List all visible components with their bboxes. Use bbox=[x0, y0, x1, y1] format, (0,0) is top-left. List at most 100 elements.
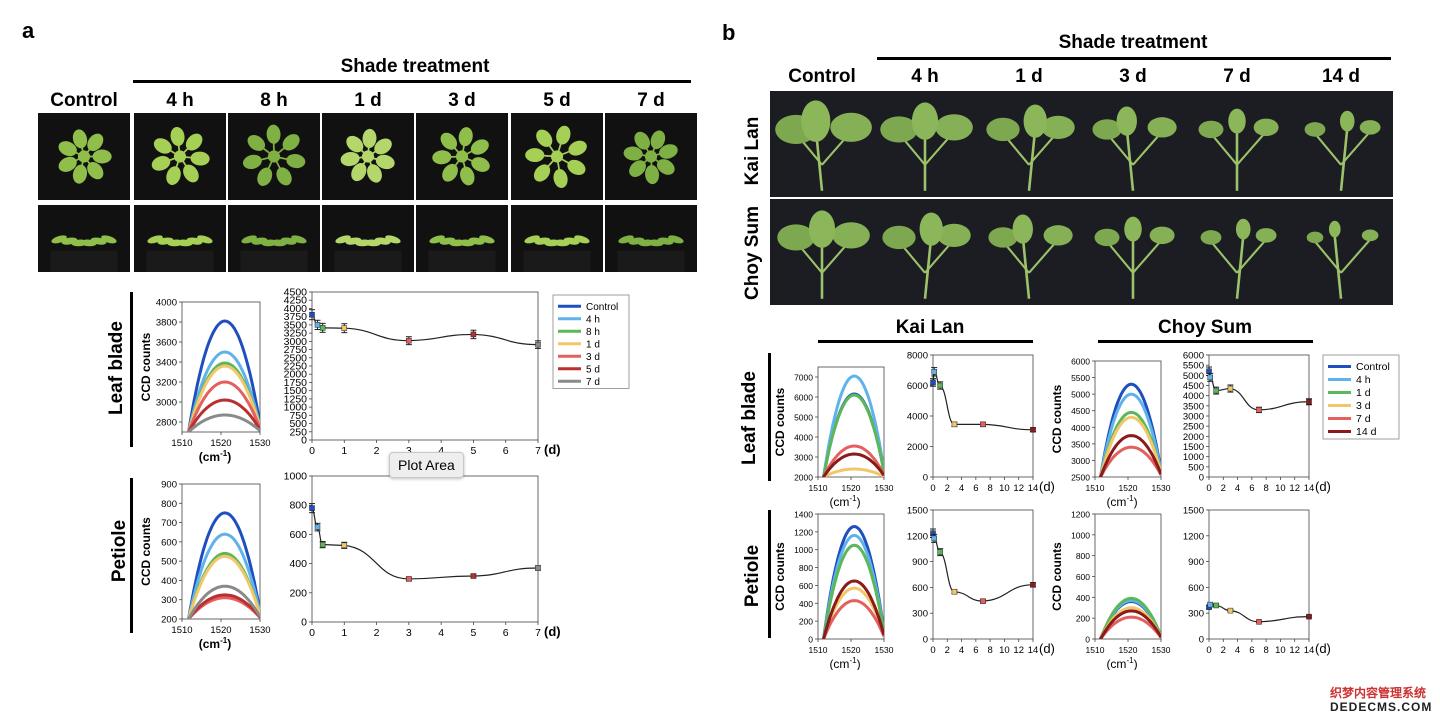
y-tick-label: 500 bbox=[161, 557, 177, 568]
x-tick-label: 4 bbox=[959, 645, 964, 656]
x-axis-label-main: (cm bbox=[1106, 657, 1126, 670]
spectrum-curve-7d bbox=[1098, 445, 1161, 477]
x-axis-label-main: (cm bbox=[1106, 495, 1126, 509]
y-tick-label: 3000 bbox=[794, 453, 813, 463]
panel-b-shade-bar bbox=[877, 57, 1391, 60]
x-tick-label: 1520 bbox=[210, 438, 231, 449]
x-axis-unit: (d) bbox=[544, 624, 561, 639]
choy-sum-photo bbox=[770, 199, 874, 305]
x-tick-label: 6 bbox=[1249, 483, 1254, 494]
x-tick-label: 3 bbox=[406, 445, 412, 457]
panel-b-kai-lan-bar bbox=[818, 340, 1033, 343]
spectrum-curve-7d bbox=[186, 584, 260, 619]
y-tick-label: 1000 bbox=[1183, 452, 1204, 463]
x-tick-label: 6 bbox=[973, 483, 978, 494]
data-point bbox=[1213, 387, 1219, 394]
legend-box bbox=[552, 294, 630, 389]
y-axis-label: CCD counts bbox=[139, 517, 153, 586]
panel-a-row-bar-petiole bbox=[130, 478, 133, 633]
data-point bbox=[535, 565, 541, 571]
y-tick-label: 600 bbox=[289, 529, 307, 541]
y-tick-label: 900 bbox=[912, 557, 928, 568]
y-axis-label: CCD counts bbox=[773, 542, 787, 611]
y-tick-label: 300 bbox=[912, 609, 928, 620]
y-tick-label: 600 bbox=[1188, 583, 1204, 594]
data-point bbox=[937, 549, 943, 555]
panel-b-row-bar-petiole bbox=[768, 510, 771, 638]
x-axis-label-main: (cm bbox=[199, 450, 220, 464]
data-point bbox=[309, 505, 315, 511]
x-axis-label: (cm-1) bbox=[829, 494, 860, 509]
x-tick-label: 1510 bbox=[171, 438, 192, 449]
y-tick-label: 3500 bbox=[284, 319, 308, 331]
column-header: 3 d bbox=[448, 90, 476, 111]
spectrum-curve-4h bbox=[186, 532, 260, 619]
kai-lan-photo bbox=[770, 91, 874, 197]
x-tick-label: 1 bbox=[341, 627, 347, 639]
y-tick-label: 0 bbox=[1085, 635, 1090, 645]
plant-photo-side bbox=[322, 205, 414, 272]
legend-item: 8 h bbox=[586, 327, 600, 338]
x-axis-label: (cm-1) bbox=[1106, 656, 1137, 670]
y-tick-label: 1250 bbox=[284, 393, 308, 405]
y-tick-label: 3400 bbox=[156, 358, 177, 369]
y-tick-label: 900 bbox=[1188, 557, 1204, 568]
data-point bbox=[930, 530, 936, 536]
spectrum-curve-1d bbox=[822, 543, 884, 639]
x-tick-label: 7 bbox=[535, 627, 541, 639]
y-tick-label: 250 bbox=[289, 426, 307, 438]
y-tick-label: 2000 bbox=[1183, 432, 1204, 443]
kai-lan-photo bbox=[873, 91, 977, 197]
y-tick-label: 3500 bbox=[1183, 401, 1204, 412]
panel-b-row-label-kai-lan: Kai Lan bbox=[742, 116, 763, 186]
panel-b-species-choy-sum: Choy Sum bbox=[1158, 317, 1252, 338]
column-header: 14 d bbox=[1321, 66, 1361, 87]
x-axis-label-close: ) bbox=[227, 637, 231, 651]
x-tick-label: 1 bbox=[341, 445, 347, 457]
spectrum-curve-14d bbox=[822, 579, 884, 639]
data-point bbox=[931, 369, 937, 375]
x-axis-label-sup: -1 bbox=[849, 656, 857, 665]
x-tick-label: 14 bbox=[1028, 483, 1039, 494]
spectrum-curve-Control bbox=[186, 319, 260, 432]
legend-item: Control bbox=[586, 302, 618, 313]
x-tick-label: 4 bbox=[438, 627, 444, 639]
spectrum-curve-1d bbox=[822, 393, 884, 477]
plant-photo-top bbox=[416, 113, 508, 200]
spectrum-curve-14d bbox=[1098, 609, 1161, 639]
x-axis-label: (cm-1) bbox=[829, 656, 860, 670]
y-tick-label: 0 bbox=[923, 473, 928, 484]
y-tick-label: 6000 bbox=[907, 381, 928, 392]
y-tick-label: 800 bbox=[1076, 551, 1090, 561]
x-axis-label-main: (cm bbox=[199, 637, 220, 651]
x-axis-label-close: ) bbox=[857, 657, 861, 670]
x-axis-label-main: (cm bbox=[829, 495, 849, 509]
x-axis-label: (cm-1) bbox=[1106, 494, 1137, 509]
panel-b-row-label-choy-sum: Choy Sum bbox=[742, 206, 763, 300]
y-tick-label: 500 bbox=[289, 418, 307, 430]
column-header: 3 d bbox=[1119, 66, 1147, 87]
y-tick-label: 0 bbox=[1199, 473, 1204, 484]
x-tick-label: 1520 bbox=[1119, 645, 1138, 655]
data-point bbox=[980, 598, 986, 604]
plot-frame bbox=[311, 291, 539, 441]
column-header: 8 h bbox=[260, 90, 288, 111]
trend-line bbox=[932, 532, 1034, 602]
y-tick-label: 500 bbox=[1188, 462, 1204, 473]
data-point bbox=[1256, 619, 1262, 625]
legend-item: 1 d bbox=[1356, 387, 1371, 399]
data-point bbox=[314, 322, 321, 328]
data-point bbox=[1227, 385, 1234, 392]
plant-photo-top bbox=[228, 113, 320, 200]
y-tick-label: 5500 bbox=[1071, 373, 1090, 383]
spectrum-curve-4h bbox=[1098, 392, 1161, 477]
spectrum-curve-14d bbox=[821, 452, 884, 477]
y-tick-label: 1200 bbox=[1071, 510, 1090, 520]
data-point bbox=[930, 379, 936, 386]
data-point bbox=[1306, 613, 1312, 620]
x-tick-label: 10 bbox=[999, 645, 1010, 656]
x-tick-label: 8 bbox=[987, 645, 992, 656]
trend-line bbox=[1208, 370, 1310, 411]
y-tick-label: 0 bbox=[301, 617, 307, 629]
x-axis-unit: (d) bbox=[1039, 641, 1055, 656]
